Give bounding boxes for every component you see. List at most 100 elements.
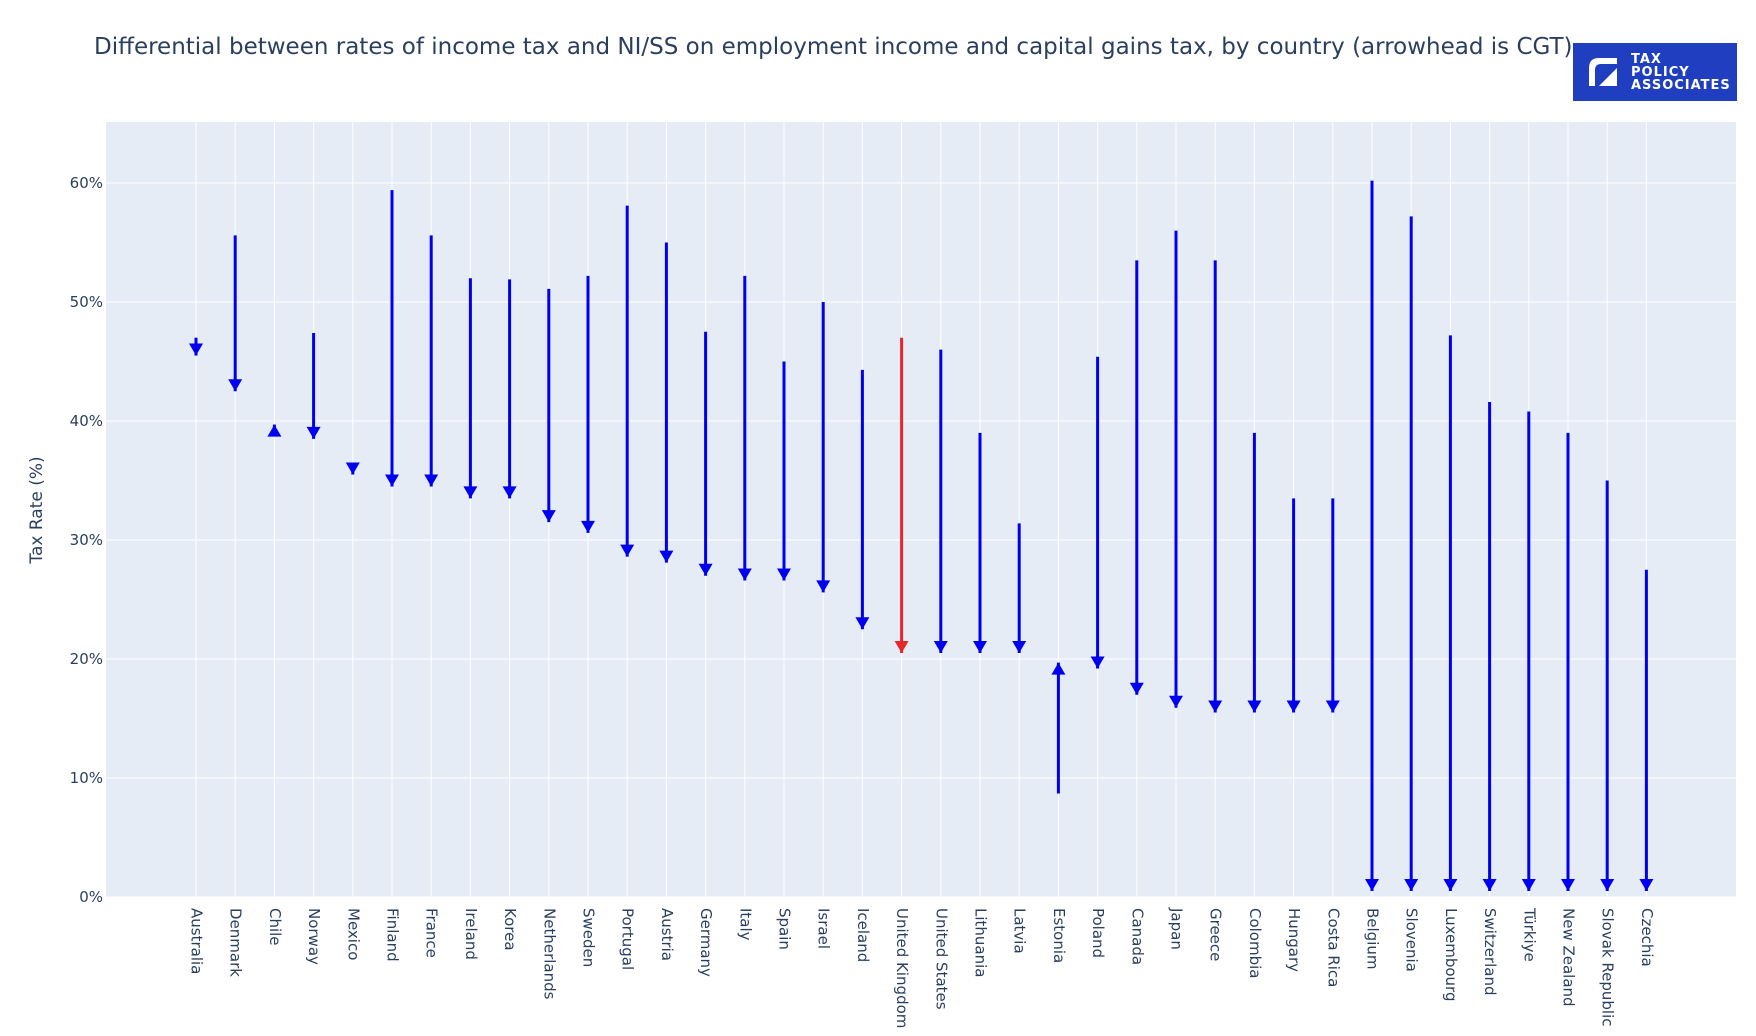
arrow-netherlands xyxy=(541,288,556,523)
arrowhead xyxy=(1169,695,1183,708)
x-tick-label: Spain xyxy=(776,908,794,950)
arrow-slovak-republic xyxy=(1600,480,1615,892)
arrowhead xyxy=(855,617,870,630)
arrowhead xyxy=(659,550,674,563)
x-tick-label: Finland xyxy=(384,908,402,962)
x-tick-label: Denmark xyxy=(227,908,245,977)
arrow-ireland xyxy=(463,278,478,499)
arrow-mexico xyxy=(345,462,360,475)
x-axis-ticks: Australia Denmark Chile Norway Mexico Finland… xyxy=(188,907,1656,1028)
arrow-marks xyxy=(189,180,1654,892)
arrow-iceland xyxy=(855,369,870,630)
arrow-slovenia xyxy=(1404,216,1419,892)
x-tick-label: Estonia xyxy=(1050,908,1068,963)
x-tick-label: New Zealand xyxy=(1560,908,1578,1007)
arrowhead xyxy=(933,641,948,654)
arrow-hungary xyxy=(1286,498,1301,713)
x-tick-label: Korea xyxy=(501,908,519,951)
arrowhead xyxy=(1521,879,1536,892)
arrowhead xyxy=(1404,879,1419,892)
arrow-australia xyxy=(189,337,203,356)
arrowhead xyxy=(1051,662,1066,675)
chart-title: Differential between rates of income tax… xyxy=(94,34,1573,60)
arrowhead xyxy=(424,474,439,487)
logo-text-line-3: ASSOCIATES xyxy=(1631,77,1731,93)
arrow-spain xyxy=(777,361,791,581)
x-tick-label: Ireland xyxy=(462,908,480,960)
x-tick-label: United Kingdom xyxy=(893,908,911,1028)
arrowhead xyxy=(1247,700,1262,713)
arrowhead xyxy=(502,486,517,499)
y-axis-ticks: 0% 10% 20% 30% 40% 50% 60% xyxy=(70,174,103,906)
arrow-costa-rica xyxy=(1325,498,1340,713)
y-tick-label: 0% xyxy=(79,888,103,906)
tax-policy-associates-logo: TAX POLICY ASSOCIATES xyxy=(1573,43,1737,101)
x-tick-label: Hungary xyxy=(1285,908,1303,972)
x-tick-label: Latvia xyxy=(1011,908,1029,954)
logo-mark-icon xyxy=(1589,58,1617,86)
arrowhead xyxy=(777,568,791,581)
arrowhead xyxy=(1090,656,1105,669)
arrow-luxembourg xyxy=(1443,335,1458,892)
arrow-lithuania xyxy=(973,432,987,654)
x-tick-label: Switzerland xyxy=(1481,908,1499,996)
arrowhead xyxy=(1208,700,1223,713)
x-tick-label: Colombia xyxy=(1246,908,1264,979)
arrow-sweden xyxy=(581,275,595,533)
x-tick-label: United States xyxy=(932,908,950,1010)
arrow-t-rkiye xyxy=(1521,411,1536,892)
arrowhead xyxy=(1639,879,1654,892)
arrowhead xyxy=(267,424,282,437)
y-tick-label: 10% xyxy=(70,769,103,787)
logo-text-line-2: POLICY xyxy=(1631,64,1690,80)
arrowhead xyxy=(541,510,556,523)
arrowhead xyxy=(189,343,203,356)
arrow-israel xyxy=(816,302,831,593)
arrowhead xyxy=(1600,879,1615,892)
arrow-belgium xyxy=(1365,180,1379,892)
arrowhead xyxy=(1129,682,1144,695)
arrow-finland xyxy=(385,190,399,487)
y-axis-label: Tax Rate (%) xyxy=(27,456,47,564)
arrow-austria xyxy=(659,242,674,563)
arrowhead xyxy=(1325,700,1340,713)
x-tick-label: Luxembourg xyxy=(1442,908,1460,1002)
logo-text-line-1: TAX xyxy=(1631,51,1662,67)
x-tick-label: Netherlands xyxy=(540,908,558,1000)
arrow-germany xyxy=(698,331,713,576)
arrow-colombia xyxy=(1247,432,1262,713)
x-tick-label: Germany xyxy=(697,908,715,977)
x-tick-label: Portugal xyxy=(619,908,637,970)
x-tick-label: Austria xyxy=(658,908,676,961)
y-tick-label: 20% xyxy=(70,650,103,668)
x-tick-label: Norway xyxy=(305,908,323,965)
x-tick-label: France xyxy=(423,908,441,958)
x-tick-label: Israel xyxy=(815,908,833,949)
arrowhead xyxy=(581,520,595,533)
x-tick-label: Japan xyxy=(1168,907,1186,950)
arrowhead xyxy=(698,563,713,576)
x-tick-label: Poland xyxy=(1089,908,1107,958)
arrow-portugal xyxy=(620,205,635,557)
plot-area xyxy=(106,122,1736,897)
x-tick-label: Canada xyxy=(1128,908,1146,965)
arrow-new-zealand xyxy=(1561,432,1575,892)
arrowhead xyxy=(816,580,831,593)
x-tick-label: Sweden xyxy=(580,908,598,967)
arrowhead xyxy=(973,641,987,654)
arrowhead xyxy=(345,462,360,475)
arrow-norway xyxy=(306,332,321,439)
arrowhead xyxy=(1012,641,1027,654)
x-tick-label: Lithuania xyxy=(972,908,990,977)
arrowhead xyxy=(737,568,752,581)
arrow-poland xyxy=(1090,356,1105,669)
y-tick-label: 60% xyxy=(70,174,103,192)
x-tick-label: Greece xyxy=(1207,908,1225,961)
arrow-france xyxy=(424,235,439,487)
arrowhead xyxy=(1443,879,1458,892)
arrowhead xyxy=(894,641,909,654)
arrow-korea xyxy=(502,279,517,499)
arrowhead xyxy=(1286,700,1301,713)
x-tick-label: Australia xyxy=(188,908,206,974)
arrow-estonia xyxy=(1051,662,1066,794)
